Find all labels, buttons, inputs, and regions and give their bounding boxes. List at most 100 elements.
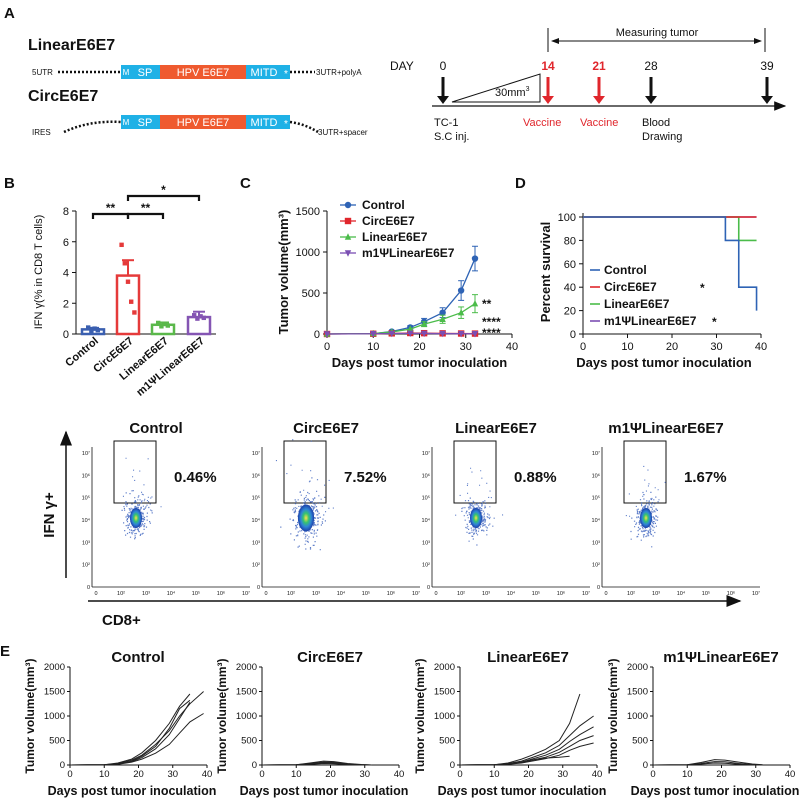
b-category-label: m1ΨLinearE6E7 (134, 335, 207, 399)
c-ytick-label: 500 (302, 288, 320, 300)
e-xtick-label: 0 (457, 769, 462, 780)
e-xtick-label: 40 (394, 769, 405, 780)
survival-curve (583, 216, 757, 242)
e-xtick-label: 0 (259, 769, 264, 780)
flow-xtick-label: 10² (457, 591, 465, 597)
e-xtick-label: 0 (650, 769, 655, 780)
d-sig-m1: * (712, 315, 717, 329)
e-xtick-label: 30 (557, 769, 568, 780)
flow-xtick-label: 0 (94, 591, 97, 597)
flow-plot-title: LinearE6E7 (455, 420, 537, 437)
flow-xtick-label: 10³ (482, 591, 490, 597)
c-ytick-label: 1000 (296, 247, 320, 259)
vaccine-label-2: Vaccine (580, 117, 618, 129)
c-legend-marker (344, 217, 352, 225)
linear-stop-star: * (284, 69, 288, 80)
e-xtick-label: 30 (167, 769, 178, 780)
flow-density-core (470, 508, 482, 528)
e-mouse-curve (69, 699, 191, 766)
flow-ytick-label: 0 (257, 585, 260, 591)
flow-xtick-label: 10⁴ (337, 590, 346, 597)
d-ytick-label: 0 (570, 329, 576, 341)
flow-xtick-label: 10³ (652, 591, 660, 597)
panel-label-a: A (4, 5, 15, 22)
flow-xtick-label: 10⁵ (192, 590, 200, 597)
e-ytick-label: 2000 (236, 662, 257, 673)
e-mouse-curve (652, 762, 763, 766)
flow-xtick-label: 10⁴ (167, 590, 176, 597)
flow-ytick-label: 10⁷ (592, 450, 600, 457)
e-plot-1: Control 0 500 1000 1500 2000 0 10 20 30 40 Days pos… (23, 649, 216, 798)
timeline-arrows (437, 77, 773, 104)
b-ytick-label: 0 (63, 329, 69, 341)
flow-plot-title: m1ΨLinearE6E7 (608, 420, 724, 437)
flow-density-core (130, 508, 142, 528)
d-ytick-label: 100 (558, 212, 576, 224)
data-dot (119, 242, 124, 248)
c-point (420, 330, 428, 338)
linear-5utr-label: 5UTR (32, 68, 53, 77)
circ-sp-text: SP (138, 117, 153, 129)
drawing-label: Drawing (642, 131, 682, 143)
measuring-tumor-label: Measuring tumor (616, 27, 699, 39)
e-ytick-label: 0 (643, 760, 648, 771)
flow-xtick-label: 10⁵ (362, 590, 370, 597)
flow-ytick-label: 10² (592, 563, 600, 569)
day-28: 28 (644, 59, 658, 73)
flow-xtick-label: 10² (627, 591, 635, 597)
flow-ytick-label: 10² (252, 563, 260, 569)
circ-e6e7-text: HPV E6E7 (177, 117, 230, 129)
flow-ytick-label: 10² (422, 563, 430, 569)
day-14: 14 (541, 59, 555, 73)
flow-xtick-label: 10⁷ (412, 590, 420, 597)
e-plot-2: CircE6E7 0 500 1000 1500 2000 0 10 20 30 40 Days po… (215, 649, 408, 798)
c-point (439, 309, 446, 316)
flow-xtick-label: 10⁶ (387, 590, 395, 597)
flow-ytick-label: 10³ (252, 540, 260, 546)
e-xtick-label: 30 (359, 769, 370, 780)
c-xtick-label: 30 (460, 341, 472, 353)
e-ytick-label: 0 (450, 760, 455, 771)
flow-density-core (640, 508, 652, 528)
e-xlabel: Days post tumor inoculation (48, 784, 217, 798)
data-dot (86, 325, 91, 330)
data-dot (162, 321, 167, 327)
c-ytick-label: 0 (314, 329, 320, 341)
d-xtick-label: 0 (580, 341, 586, 353)
c-point (407, 325, 414, 332)
circ-ires-label: IRES (32, 128, 51, 137)
circ-sp-box (131, 115, 160, 129)
flow-ytick-label: 10⁵ (252, 495, 260, 502)
c-point (471, 331, 479, 338)
b-ytick-label: 4 (63, 268, 69, 280)
e-ytick-label: 500 (439, 736, 455, 747)
day-21: 21 (592, 59, 606, 73)
c-sig-m1: **** (482, 326, 501, 340)
e-plot-3: LinearE6E7 0 500 1000 1500 2000 0 10 20 30 40 Days … (413, 649, 606, 798)
c-legend-label: Control (362, 198, 405, 212)
c-ylabel: Tumor volume(mm³) (276, 210, 291, 335)
linear-mitd-text: MITD (251, 67, 278, 79)
c-xtick-label: 10 (367, 341, 379, 353)
data-dot (159, 324, 164, 329)
blood-label: Blood (642, 117, 670, 129)
tumor-growth-wedge (451, 73, 541, 103)
c-point (323, 331, 331, 338)
d-legend-label: m1ΨLinearE6E7 (604, 314, 697, 328)
e-ytick-label: 500 (49, 736, 65, 747)
flow-ytick-label: 10⁷ (252, 450, 260, 457)
c-point (420, 320, 428, 327)
c-point (471, 299, 479, 307)
flow-ytick-label: 10⁵ (82, 495, 90, 502)
e-ytick-label: 500 (241, 736, 257, 747)
e-xtick-label: 40 (785, 769, 796, 780)
flow-ytick-label: 10⁷ (422, 450, 430, 457)
circ-construct-title: CircE6E7 (28, 88, 98, 105)
e-xtick-label: 30 (750, 769, 761, 780)
panel-label-c: C (240, 175, 251, 192)
e-ytick-label: 1000 (44, 711, 65, 722)
data-dot (165, 323, 170, 328)
e-ytick-label: 500 (632, 736, 648, 747)
